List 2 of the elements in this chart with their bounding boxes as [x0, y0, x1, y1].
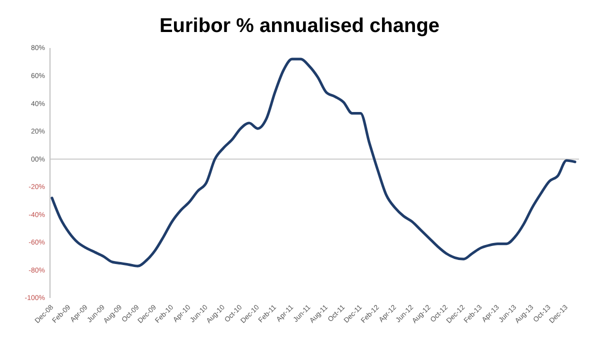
- chart-title: Euribor % annualised change: [159, 15, 440, 37]
- line-series: [50, 58, 576, 268]
